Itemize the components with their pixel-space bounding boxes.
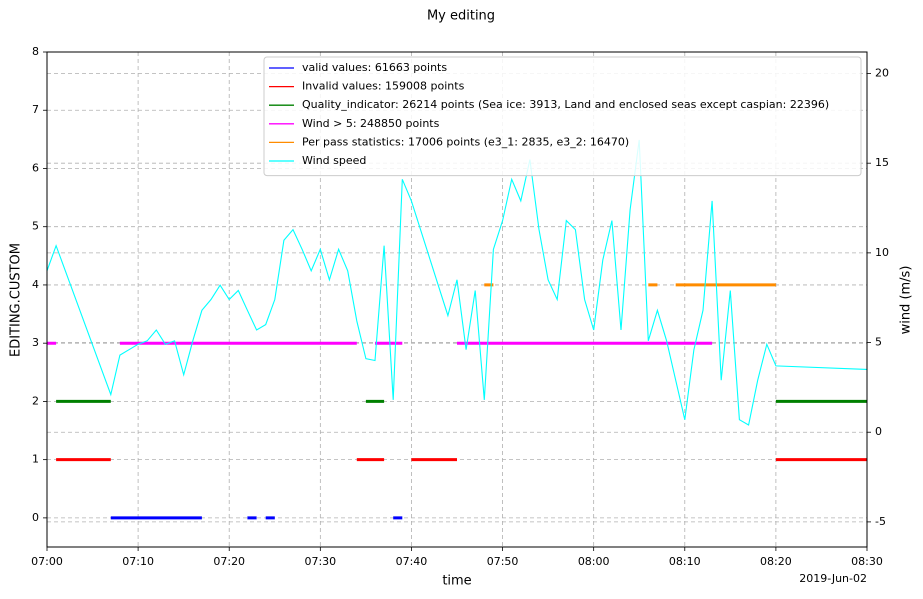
y-tick-label: 3 bbox=[32, 336, 39, 349]
legend-label: Quality_indicator: 26214 points (Sea ice… bbox=[302, 98, 829, 111]
y2-tick-label: 20 bbox=[875, 67, 889, 80]
y-tick-label: 4 bbox=[32, 278, 39, 291]
y2-tick-label: 10 bbox=[875, 246, 889, 259]
y-tick-label: 6 bbox=[32, 161, 39, 174]
y-tick-label: 7 bbox=[32, 103, 39, 116]
chart-title: My editing bbox=[427, 9, 495, 24]
legend-label: Invalid values: 159008 points bbox=[302, 80, 465, 93]
legend-box bbox=[263, 56, 862, 177]
legend-label: valid values: 61663 points bbox=[302, 61, 447, 74]
x-tick-label: 08:20 bbox=[760, 555, 792, 568]
y2-tick-label: 0 bbox=[875, 425, 882, 438]
x-axis-label: time bbox=[442, 574, 471, 589]
legend-label: Wind > 5: 248850 points bbox=[302, 117, 440, 130]
y2-tick-label: -5 bbox=[875, 515, 886, 528]
y-tick-label: 0 bbox=[32, 511, 39, 524]
legend-label: Wind speed bbox=[302, 154, 366, 167]
x-tick-label: 07:00 bbox=[31, 555, 63, 568]
legend-label: Per pass statistics: 17006 points (e3_1:… bbox=[302, 135, 629, 148]
plot-frame bbox=[46, 51, 868, 548]
y-tick-label: 2 bbox=[32, 394, 39, 407]
x-tick-label: 08:00 bbox=[578, 555, 610, 568]
y-tick-label: 1 bbox=[32, 453, 39, 466]
x-tick-label: 07:10 bbox=[122, 555, 154, 568]
x-tick-label: 07:40 bbox=[396, 555, 428, 568]
y-tick-label: 8 bbox=[32, 45, 39, 58]
y2-tick-label: 15 bbox=[875, 156, 889, 169]
y2-axis-label: wind (m/s) bbox=[899, 266, 914, 335]
y-tick-label: 5 bbox=[32, 220, 39, 233]
y-axis-label: EDITING.CUSTOM bbox=[9, 243, 24, 357]
y2-tick-label: 5 bbox=[875, 336, 882, 349]
series-line bbox=[46, 139, 868, 426]
x-tick-label: 07:30 bbox=[304, 555, 336, 568]
x-tick-label: 08:10 bbox=[669, 555, 701, 568]
x-tick-label: 07:50 bbox=[487, 555, 519, 568]
date-annotation: 2019-Jun-02 bbox=[799, 572, 867, 585]
x-tick-label: 07:20 bbox=[213, 555, 245, 568]
legend: valid values: 61663 points Invalid values… bbox=[263, 56, 862, 177]
x-tick-label: 08:30 bbox=[851, 555, 883, 568]
